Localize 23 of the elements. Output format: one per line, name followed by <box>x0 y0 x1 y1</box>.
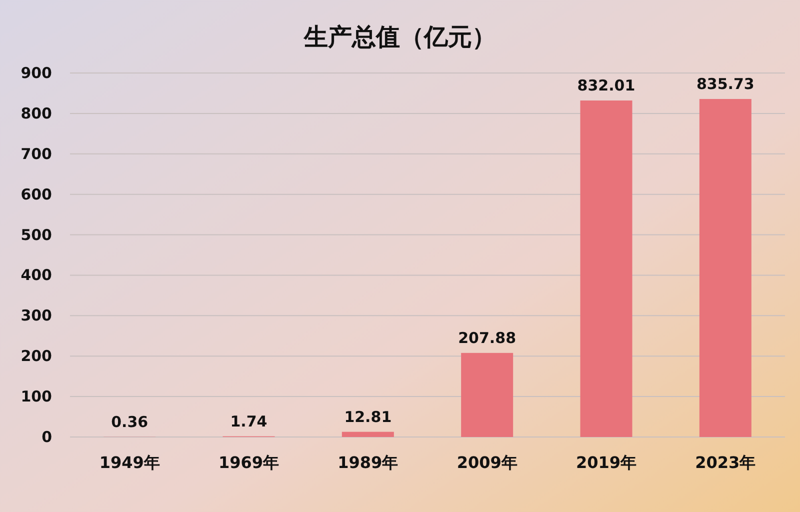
x-tick-label: 2023年 <box>695 453 756 472</box>
data-label: 1.74 <box>230 412 268 430</box>
y-tick-label: 700 <box>20 144 52 163</box>
y-tick-label: 500 <box>20 226 52 244</box>
y-tick-label: 100 <box>20 388 52 406</box>
x-tick-label: 1969年 <box>218 453 280 472</box>
x-tick-label: 1949年 <box>99 453 160 472</box>
y-tick-label: 300 <box>20 306 52 325</box>
data-label: 207.88 <box>458 328 516 347</box>
y-tick-label: 800 <box>20 104 52 122</box>
y-tick-label: 400 <box>20 266 52 284</box>
y-tick-label: 0 <box>42 428 52 446</box>
data-label: 0.36 <box>111 412 148 431</box>
y-tick-label: 200 <box>20 347 52 366</box>
x-tick-label: 2009年 <box>456 453 518 472</box>
y-tick-label: 600 <box>20 185 52 204</box>
x-tick-label: 2019年 <box>576 453 637 472</box>
data-label: 835.73 <box>696 74 754 93</box>
x-tick-label: 1989年 <box>338 453 398 472</box>
data-label: 832.01 <box>577 76 636 94</box>
y-tick-label: 900 <box>20 64 52 82</box>
data-label: 12.81 <box>344 408 392 426</box>
chart-title: 生产总值（亿元） <box>303 23 496 51</box>
